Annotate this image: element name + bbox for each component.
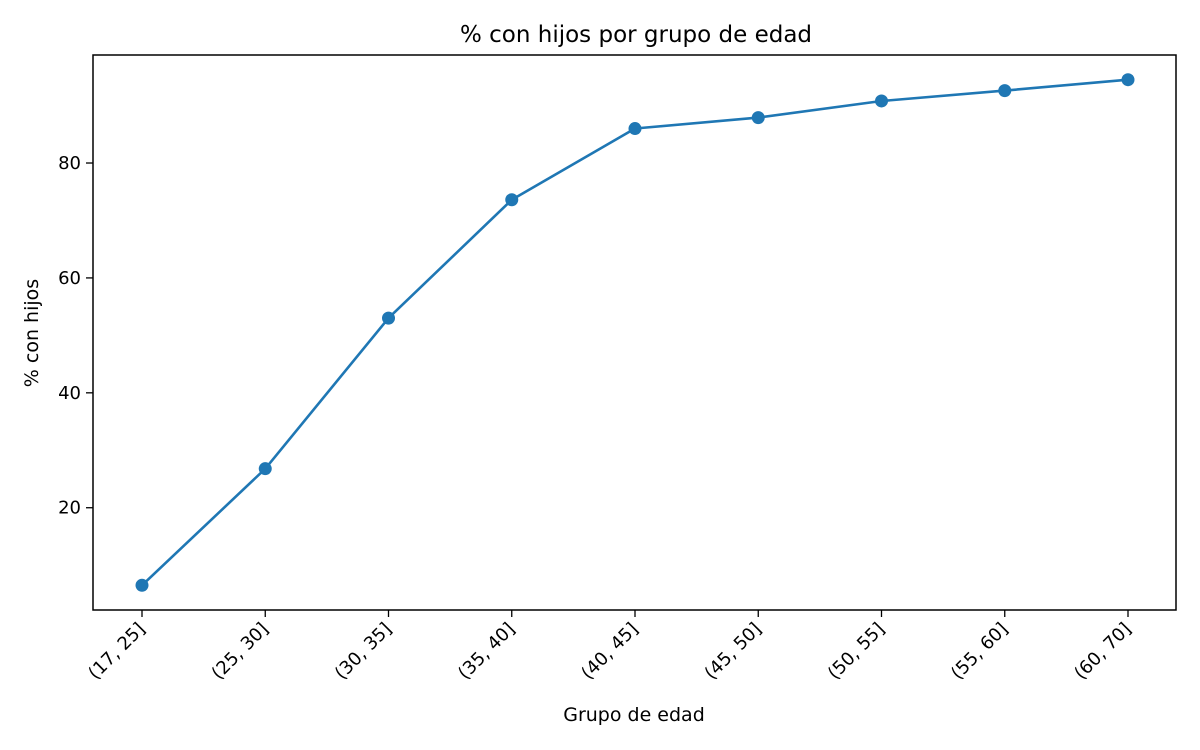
y-tick-label: 20 bbox=[58, 498, 81, 519]
x-axis-label: Grupo de edad bbox=[563, 704, 705, 726]
chart-title: % con hijos por grupo de edad bbox=[460, 22, 812, 48]
data-point bbox=[1121, 73, 1135, 87]
y-tick-label: 80 bbox=[58, 153, 81, 174]
data-point bbox=[505, 193, 519, 207]
data-point bbox=[258, 462, 272, 476]
axes-frame bbox=[92, 54, 1177, 611]
y-axis-label: % con hijos bbox=[21, 279, 43, 387]
data-point bbox=[382, 311, 395, 325]
y-tick-label: 60 bbox=[58, 268, 81, 289]
data-point bbox=[628, 122, 642, 136]
data-point bbox=[135, 578, 149, 592]
data-point bbox=[751, 111, 765, 125]
data-point bbox=[998, 84, 1012, 98]
y-tick-label: 40 bbox=[58, 383, 81, 404]
data-point bbox=[875, 94, 888, 108]
